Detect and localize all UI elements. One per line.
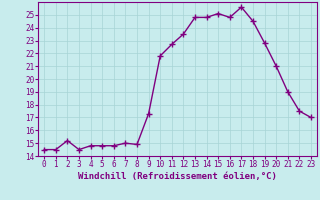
X-axis label: Windchill (Refroidissement éolien,°C): Windchill (Refroidissement éolien,°C): [78, 172, 277, 181]
